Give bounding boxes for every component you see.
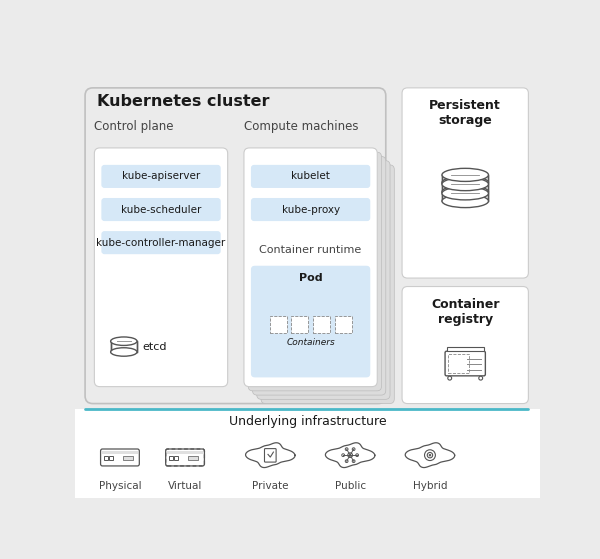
Text: Virtual: Virtual bbox=[168, 481, 202, 491]
Polygon shape bbox=[405, 443, 455, 467]
Text: Persistent
storage: Persistent storage bbox=[430, 100, 501, 127]
Text: Container
registry: Container registry bbox=[431, 298, 499, 326]
FancyBboxPatch shape bbox=[101, 198, 221, 221]
Text: kube-apiserver: kube-apiserver bbox=[122, 172, 200, 182]
Bar bbox=[167, 451, 203, 454]
Ellipse shape bbox=[442, 176, 488, 189]
FancyBboxPatch shape bbox=[257, 160, 390, 399]
Bar bbox=[442, 184, 488, 192]
Ellipse shape bbox=[442, 195, 488, 207]
Text: Underlying infrastructure: Underlying infrastructure bbox=[229, 415, 386, 428]
Bar bbox=[442, 175, 488, 183]
Bar bbox=[269, 316, 287, 333]
Circle shape bbox=[418, 445, 442, 468]
Circle shape bbox=[268, 444, 282, 457]
Text: kube-scheduler: kube-scheduler bbox=[121, 205, 201, 215]
FancyBboxPatch shape bbox=[101, 165, 221, 188]
Circle shape bbox=[431, 451, 447, 467]
Circle shape bbox=[338, 445, 362, 468]
Circle shape bbox=[338, 444, 352, 457]
Text: Container runtime: Container runtime bbox=[259, 245, 362, 255]
Circle shape bbox=[429, 454, 431, 456]
FancyBboxPatch shape bbox=[101, 449, 139, 466]
Circle shape bbox=[428, 444, 442, 457]
Ellipse shape bbox=[442, 178, 488, 191]
Circle shape bbox=[258, 445, 283, 468]
Polygon shape bbox=[325, 443, 375, 467]
Text: Kubernetes cluster: Kubernetes cluster bbox=[97, 94, 269, 109]
Bar bbox=[102, 451, 138, 454]
Text: Hybrid: Hybrid bbox=[413, 481, 447, 491]
Bar bbox=[110, 341, 137, 352]
Bar bbox=[448, 354, 469, 373]
Text: Containers: Containers bbox=[286, 338, 335, 347]
Text: kube-proxy: kube-proxy bbox=[281, 205, 340, 215]
FancyBboxPatch shape bbox=[251, 266, 370, 377]
FancyBboxPatch shape bbox=[402, 287, 529, 404]
Bar bbox=[291, 316, 308, 333]
Circle shape bbox=[253, 451, 269, 467]
Bar bbox=[188, 456, 198, 460]
FancyBboxPatch shape bbox=[253, 157, 386, 395]
Bar bbox=[442, 193, 488, 201]
Bar bbox=[446, 347, 484, 351]
Bar bbox=[123, 456, 133, 460]
FancyBboxPatch shape bbox=[251, 198, 370, 221]
FancyBboxPatch shape bbox=[85, 88, 386, 404]
Circle shape bbox=[348, 444, 362, 457]
Circle shape bbox=[352, 451, 367, 467]
Ellipse shape bbox=[110, 337, 137, 345]
Bar bbox=[174, 456, 178, 460]
Text: Physical: Physical bbox=[98, 481, 141, 491]
Bar bbox=[335, 316, 352, 333]
Ellipse shape bbox=[442, 187, 488, 200]
FancyBboxPatch shape bbox=[261, 165, 394, 404]
FancyBboxPatch shape bbox=[445, 351, 485, 376]
Circle shape bbox=[418, 444, 432, 457]
FancyBboxPatch shape bbox=[166, 449, 205, 466]
FancyBboxPatch shape bbox=[402, 88, 529, 278]
Circle shape bbox=[333, 451, 349, 467]
Circle shape bbox=[448, 376, 452, 380]
Text: Compute machines: Compute machines bbox=[244, 120, 358, 133]
Bar bbox=[109, 456, 113, 460]
Text: Public: Public bbox=[335, 481, 365, 491]
Text: kubelet: kubelet bbox=[291, 172, 330, 182]
FancyBboxPatch shape bbox=[94, 148, 227, 387]
Circle shape bbox=[479, 376, 482, 380]
Text: kube-controller-manager: kube-controller-manager bbox=[97, 238, 226, 248]
Polygon shape bbox=[245, 443, 295, 467]
Bar bbox=[104, 456, 107, 460]
Circle shape bbox=[259, 444, 272, 457]
Ellipse shape bbox=[442, 185, 488, 198]
Text: etcd: etcd bbox=[142, 342, 167, 352]
Circle shape bbox=[413, 451, 428, 467]
FancyBboxPatch shape bbox=[244, 148, 377, 387]
FancyBboxPatch shape bbox=[251, 165, 370, 188]
Ellipse shape bbox=[442, 168, 488, 182]
FancyBboxPatch shape bbox=[101, 231, 221, 254]
FancyBboxPatch shape bbox=[248, 152, 382, 391]
Bar bbox=[169, 456, 173, 460]
Text: Control plane: Control plane bbox=[94, 120, 174, 133]
Circle shape bbox=[272, 451, 287, 467]
Ellipse shape bbox=[110, 348, 137, 356]
Bar bbox=[75, 409, 540, 498]
Text: Private: Private bbox=[252, 481, 289, 491]
Text: Pod: Pod bbox=[299, 273, 322, 283]
Bar bbox=[313, 316, 330, 333]
